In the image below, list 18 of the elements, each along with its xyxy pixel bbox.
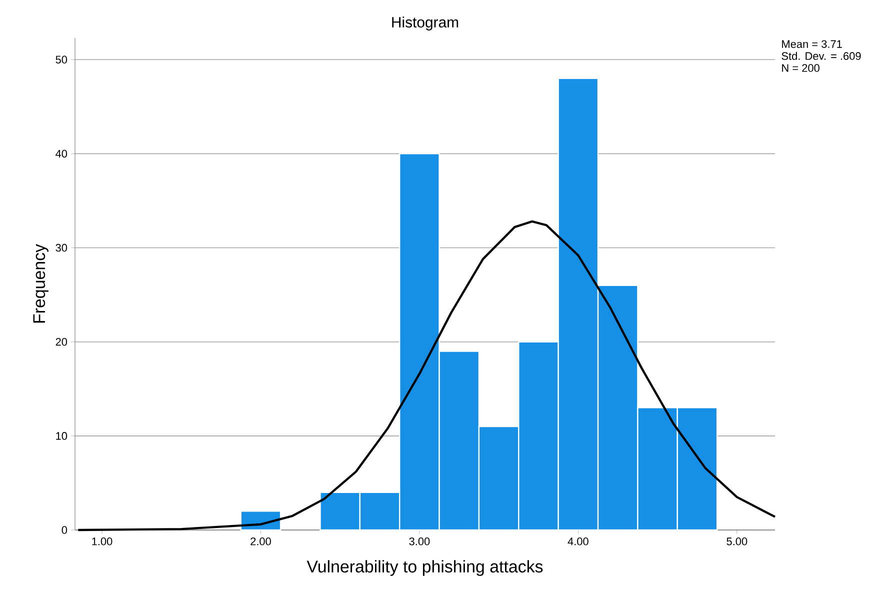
- y-tick-label: 40: [56, 150, 68, 158]
- chart-title: Histogram: [392, 16, 458, 30]
- text: Mean = 3.71: [782, 40, 842, 48]
- x-tick-label: 2.00: [250, 538, 271, 546]
- y-tick-label: 0: [62, 526, 68, 534]
- y-axis-title: Frequency: [33, 244, 48, 323]
- x-tick-label: 4.00: [568, 538, 588, 546]
- x-tick-label: 5.00: [726, 538, 748, 546]
- x-tick-label: 1.00: [92, 538, 112, 546]
- text: N = 200: [782, 64, 820, 72]
- y-tick-label: 20: [56, 338, 68, 346]
- text: Std. Dev. = .609: [782, 52, 861, 60]
- x-axis-title: Vulnerability to phishing attacks: [306, 560, 543, 576]
- line-series: [77, 220, 776, 532]
- x-tick-label: 3.00: [409, 538, 430, 546]
- y-tick-label: 50: [56, 56, 68, 64]
- y-tick-label: 10: [56, 432, 68, 440]
- y-tick-label: 30: [56, 244, 68, 252]
